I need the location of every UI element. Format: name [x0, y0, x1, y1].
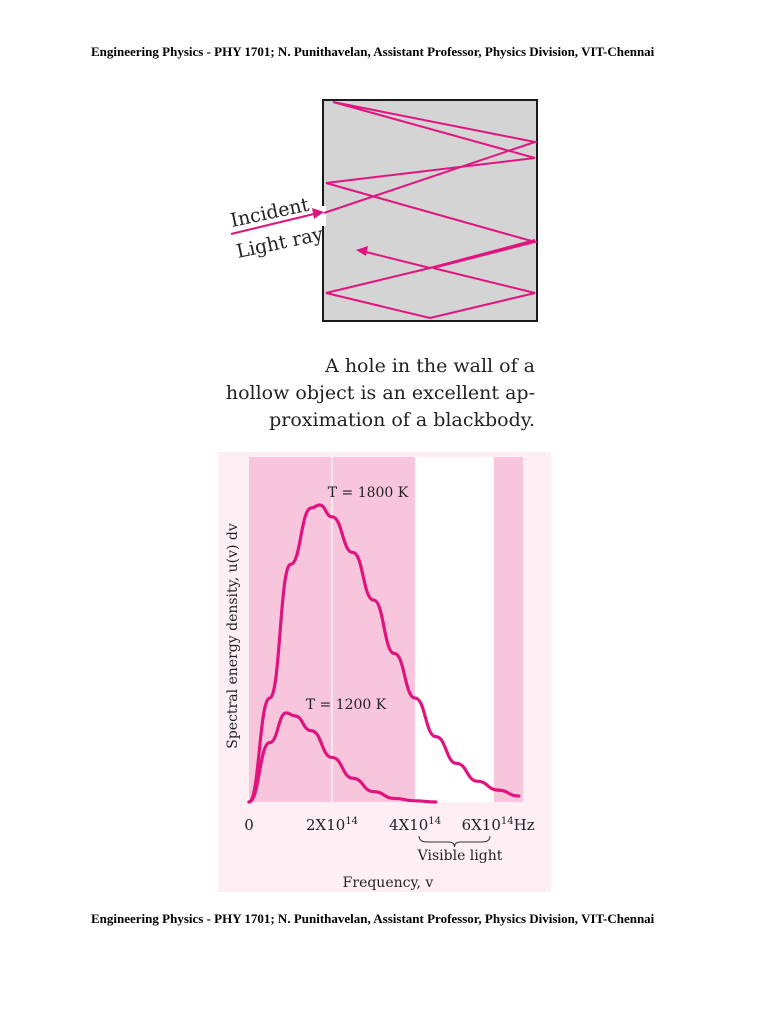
cavity-caption: A hole in the wall of a hollow object is…: [226, 355, 535, 431]
page-footer: Engineering Physics - PHY 1701; N. Punit…: [91, 911, 655, 926]
caption-line-1: A hole in the wall of a: [324, 355, 535, 377]
incident-arrowhead: [312, 208, 324, 219]
visible-light-label: Visible light: [417, 848, 503, 864]
x-axis-label: Frequency, v: [343, 875, 434, 891]
exit-arrowhead: [356, 246, 368, 256]
incident-label: Incident: [228, 194, 311, 232]
series-label-1800k: T = 1800 K: [328, 485, 409, 501]
y-axis-label: Spectral energy density, u(v) dv: [225, 523, 241, 749]
page-header: Engineering Physics - PHY 1701; N. Punit…: [91, 44, 655, 59]
x-tick-label-0: 0: [244, 816, 254, 834]
incident-ray: [230, 212, 319, 235]
x-tick-label-2: 4X1014: [389, 816, 441, 834]
caption-line-2: hollow object is an excellent ap-: [226, 382, 535, 404]
visible-band: [415, 457, 494, 802]
series-label-1200k: T = 1200 K: [306, 697, 387, 713]
cavity-figure: Incident Light ray: [228, 99, 539, 322]
cavity-body: [322, 99, 538, 322]
curve-series-0: [247, 503, 521, 804]
ultraviolet-band: [493, 457, 523, 802]
reflected-ray-path: [323, 101, 539, 269]
x-tick-label-3: 6X1014Hz: [462, 816, 535, 834]
blackbody-chart: 0 2X1014 4X1014 6X1014Hz T = 1800 K T = 1200…: [218, 452, 551, 892]
reflected-ray-exit: [361, 250, 431, 269]
reflected-ray-path-lower: [325, 239, 536, 320]
cavity-hole: [320, 206, 326, 226]
caption-line-3: proximation of a blackbody.: [269, 409, 535, 431]
curve-series-1: [247, 711, 438, 804]
x-tick-label-1: 2X1014: [306, 816, 358, 834]
visible-light-brace: [418, 835, 491, 848]
